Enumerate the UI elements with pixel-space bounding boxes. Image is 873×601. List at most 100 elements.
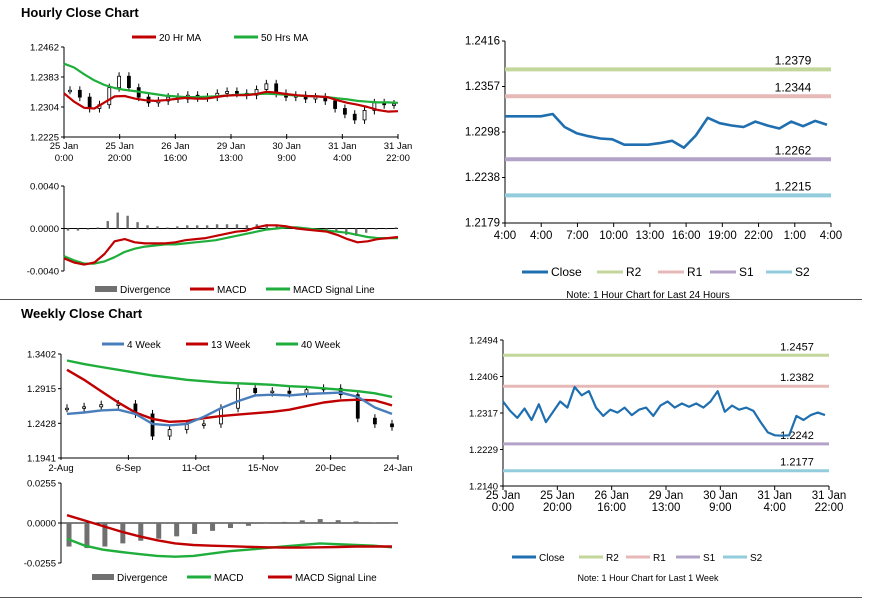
hourly-divergence-bar (215, 224, 219, 229)
y-tick-label: 1.2462 (30, 43, 59, 54)
hourly-divergence-bar (235, 224, 239, 229)
legend-label: 40 Week (301, 340, 341, 351)
weekly-divergence-bar (299, 520, 305, 523)
level-label-r2: 1.2379 (775, 53, 812, 67)
y-tick-label: 1.2406 (469, 372, 498, 383)
hourly-20hr-ma-line (63, 90, 399, 113)
hourly-price-candle (117, 75, 121, 89)
weekly-price-candle (355, 394, 360, 419)
hourly-chart-title: Hourly Close Chart (21, 5, 139, 20)
hourly-divergence-bar (325, 228, 328, 230)
weekly-divergence-bar (228, 523, 233, 529)
hourly-price-candle (77, 89, 82, 98)
hourly-price-candle (333, 100, 337, 109)
chart-note: Note: 1 Hour Chart for Last 24 Hours (566, 290, 729, 301)
weekly-price-candle (253, 387, 258, 393)
hourly-divergence-bar (364, 228, 368, 233)
x-tick-label: 9:00 (709, 502, 731, 514)
weekly-price-candle (99, 404, 104, 408)
hourly-divergence-bar (384, 228, 388, 230)
x-tick-label: 16:00 (672, 230, 701, 242)
y-tick-label: 1.2494 (469, 336, 498, 347)
x-tick-label: 29 Jan (649, 490, 684, 502)
x-tick-label: 1:00 (784, 230, 806, 242)
weekly-divergence-bar (210, 523, 216, 531)
y-tick-label: 0.0255 (27, 479, 56, 490)
x-tick-label: 31 Jan (328, 141, 357, 152)
hourly-price-candle (87, 96, 92, 109)
hourly-divergence-bar (156, 226, 159, 229)
weekly-price-candle (287, 390, 292, 394)
y-tick-label: 1.2140 (469, 482, 498, 493)
y-tick-label: 1.2179 (465, 218, 500, 230)
hourly-price-candle (352, 113, 357, 121)
close-price-line (505, 112, 828, 149)
x-tick-label: 11-Oct (182, 463, 210, 474)
legend-label: R2 (606, 553, 619, 564)
x-tick-label: 25 Jan (105, 141, 134, 152)
hourly-divergence-bar (146, 225, 149, 229)
x-tick-label: 30 Jan (703, 490, 738, 502)
weekly-divergence-bar (102, 523, 108, 547)
y-tick-label: 1.2304 (30, 103, 59, 114)
legend-swatch (92, 574, 114, 580)
weekly-divergence-bar (245, 523, 251, 526)
y-tick-label: 1.2225 (30, 133, 59, 144)
legend-label: Close (551, 265, 582, 279)
weekly-macd-line (66, 537, 393, 558)
hourly-divergence-bar (394, 227, 398, 229)
x-tick-label: 7:00 (566, 230, 588, 242)
hourly-divergence-bar (355, 228, 358, 236)
hourly-divergence-bar (176, 226, 179, 229)
x-tick-label: 2-Aug (48, 463, 73, 474)
hourly-divergence-bar (76, 228, 80, 231)
y-tick-label: 0.0040 (30, 182, 59, 193)
y-tick-label: -0.0255 (24, 559, 56, 570)
hourly-divergence-bar (166, 227, 169, 229)
weekly-divergence-bar (138, 523, 144, 541)
hourly-price-candle (225, 91, 229, 94)
x-tick-label: 0:00 (492, 502, 514, 514)
level-label-s2: 1.2215 (775, 179, 812, 193)
x-tick-label: 4:00 (333, 153, 352, 164)
weekly-divergence-bar (281, 521, 287, 523)
x-tick-label: 31 Jan (384, 141, 413, 152)
hourly-divergence-bar (96, 227, 100, 229)
weekly-price-candle (372, 417, 377, 425)
hourly-price-candle (392, 103, 396, 106)
y-tick-label: 1.2416 (465, 36, 500, 48)
legend-label: S2 (795, 265, 810, 279)
weekly-divergence-bar (192, 523, 198, 534)
x-tick-label: 9:00 (277, 153, 296, 164)
x-tick-label: 15-Nov (248, 463, 279, 474)
hourly-divergence-bar (205, 225, 209, 229)
x-tick-label: 31 Jan (757, 490, 792, 502)
hourly-price-candle (254, 89, 259, 96)
x-tick-label: 19:00 (708, 230, 737, 242)
y-tick-label: 1.1941 (27, 454, 56, 465)
legend-label: 50 Hrs MA (261, 33, 309, 44)
weekly-chart-title: Weekly Close Chart (21, 306, 143, 321)
legend-label: R1 (653, 553, 666, 564)
weekly-price-candle (65, 407, 69, 411)
weekly-divergence-bar (66, 523, 72, 547)
x-tick-label: 13:00 (652, 502, 681, 514)
legend-swatch (95, 286, 117, 292)
x-tick-label: 16:00 (597, 502, 626, 514)
weekly-divergence-bar (335, 520, 341, 523)
weekly-divergence-bar (389, 523, 395, 524)
x-tick-label: 31 Jan (812, 490, 847, 502)
weekly-divergence-bar (353, 521, 359, 523)
legend-label: MACD (214, 573, 243, 584)
x-tick-label: 24-Jan (383, 463, 412, 474)
hourly-divergence-bar (86, 228, 90, 230)
x-tick-label: 13:00 (635, 230, 664, 242)
x-tick-label: 4:00 (530, 230, 552, 242)
weekly-macd-signal-line (66, 514, 392, 549)
y-tick-label: 1.2229 (469, 445, 498, 456)
legend-label: 20 Hr MA (159, 33, 202, 44)
hourly-divergence-bar (275, 225, 278, 229)
legend-label: Close (539, 553, 565, 564)
legend-label: S2 (750, 553, 763, 564)
